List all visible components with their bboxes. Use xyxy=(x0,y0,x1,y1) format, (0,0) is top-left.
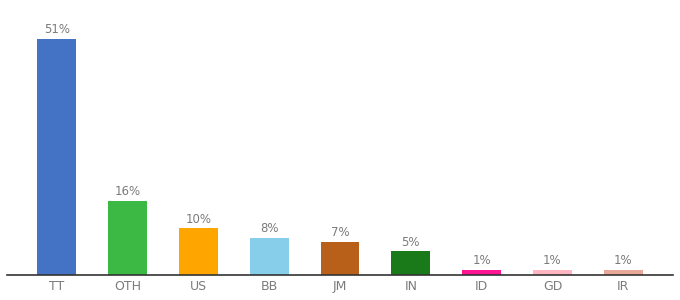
Text: 51%: 51% xyxy=(44,23,69,37)
Bar xyxy=(533,270,572,274)
Text: 16%: 16% xyxy=(114,185,141,198)
Text: 1%: 1% xyxy=(614,254,632,267)
Bar xyxy=(604,270,643,274)
Bar xyxy=(250,238,288,274)
Text: 5%: 5% xyxy=(402,236,420,249)
Bar xyxy=(179,228,218,274)
Text: 1%: 1% xyxy=(473,254,491,267)
Text: 7%: 7% xyxy=(330,226,350,239)
Text: 10%: 10% xyxy=(186,213,211,226)
Text: 1%: 1% xyxy=(543,254,562,267)
Bar xyxy=(462,270,501,274)
Bar xyxy=(37,39,76,274)
Text: 8%: 8% xyxy=(260,222,278,235)
Bar xyxy=(392,251,430,274)
Bar xyxy=(320,242,360,274)
Bar xyxy=(108,201,147,274)
